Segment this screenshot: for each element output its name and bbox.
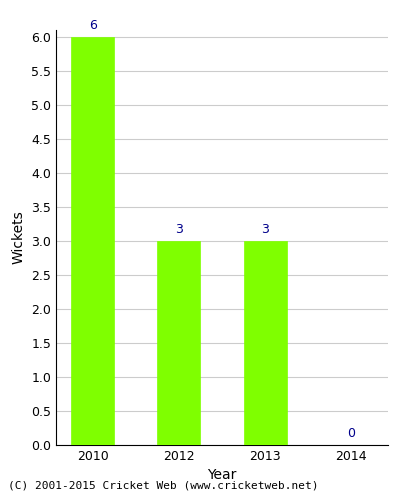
Bar	[157, 241, 200, 445]
Y-axis label: Wickets: Wickets	[12, 210, 26, 264]
Bar	[71, 37, 114, 445]
Text: 3: 3	[261, 223, 269, 236]
Text: 6: 6	[89, 19, 96, 32]
Text: (C) 2001-2015 Cricket Web (www.cricketweb.net): (C) 2001-2015 Cricket Web (www.cricketwe…	[8, 480, 318, 490]
Text: 0: 0	[347, 426, 355, 440]
X-axis label: Year: Year	[207, 468, 237, 482]
Bar	[244, 241, 287, 445]
Text: 3: 3	[175, 223, 183, 236]
